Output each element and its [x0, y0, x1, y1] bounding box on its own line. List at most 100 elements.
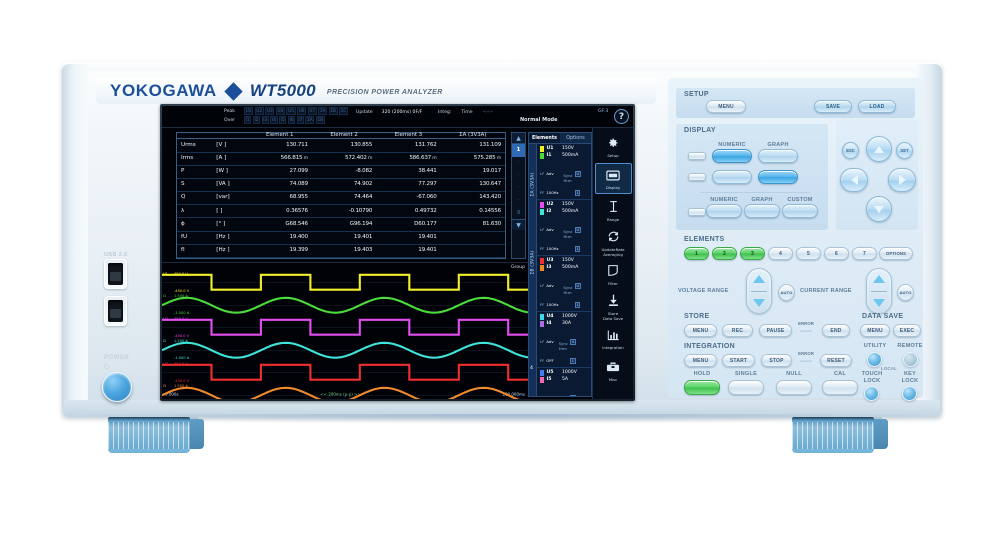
- bottom-button-null[interactable]: [776, 380, 812, 395]
- usb-port-1[interactable]: [104, 259, 127, 289]
- element-button-7[interactable]: 7: [852, 247, 877, 260]
- store-menu-button[interactable]: MENU: [684, 324, 717, 337]
- utility-button[interactable]: [867, 352, 882, 367]
- help-icon[interactable]: ?: [614, 109, 629, 124]
- current-up-icon[interactable]: [873, 275, 885, 283]
- channel-row-U2[interactable]: U2 150V: [537, 201, 591, 208]
- element-group-1[interactable]: U1 150V I1 500mA LF FF Adv 100Hz Sync Hrm U 1: [537, 144, 591, 200]
- page-item-0[interactable]: 1: [512, 144, 525, 157]
- table-row[interactable]: S [VA ] 74.089 74.902 77.297 130.647: [177, 178, 505, 193]
- screen-icon-toolbar[interactable]: Setup Display Range UpdateRate Averaging Filt…: [592, 128, 633, 399]
- table-row[interactable]: ϕ [° ] G68.546 G96.194 D60.177 81.630: [177, 217, 505, 232]
- waveform-lane-U3[interactable]: [162, 361, 528, 384]
- channel-row-I4[interactable]: I4 30A: [537, 320, 591, 327]
- elements-options-button[interactable]: OPTIONS: [879, 247, 913, 260]
- toolbar-item-filter[interactable]: Filter: [595, 259, 632, 290]
- display-graph-button-2[interactable]: [758, 170, 798, 184]
- data-save-menu-button[interactable]: MENU: [860, 324, 890, 337]
- page-item-1[interactable]: ·: [517, 159, 520, 167]
- bottom-button-cal[interactable]: [822, 380, 858, 395]
- channel-row-U4[interactable]: U4 1000V: [537, 313, 591, 320]
- store-pause-button[interactable]: PAUSE: [759, 324, 792, 337]
- nav-right-button[interactable]: [888, 168, 916, 192]
- element-group-5[interactable]: U5 1000V I5 5A LFFFAdvOFFSyncHrm51: [537, 368, 591, 396]
- display-numeric-button-1[interactable]: [712, 149, 752, 163]
- channel-row-I3[interactable]: I3 500mA: [537, 264, 591, 271]
- measurement-table[interactable]: Element 1 Element 2 Element 3 ΣA (3V3A) Urm…: [176, 132, 506, 259]
- page-down-icon[interactable]: ▼: [512, 219, 525, 230]
- voltage-range-stepper[interactable]: [746, 268, 772, 314]
- display-row1-indicator[interactable]: [688, 152, 706, 160]
- channel-row-I5[interactable]: I5 5A: [537, 376, 591, 383]
- element-button-1[interactable]: 1: [684, 247, 709, 260]
- table-row[interactable]: fU [Hz ] 19.400 19.401 19.401: [177, 231, 505, 245]
- element-button-6[interactable]: 6: [824, 247, 849, 260]
- channel-row-I2[interactable]: I2 500mA: [537, 208, 591, 215]
- esc-button[interactable]: ESC: [842, 142, 859, 159]
- side-panel-tab-options[interactable]: Options: [560, 133, 591, 143]
- integration-reset-button[interactable]: RESET: [820, 354, 852, 367]
- display-custom-button-3[interactable]: [782, 204, 818, 218]
- page-item-5[interactable]: 9: [516, 209, 521, 216]
- usb-port-2[interactable]: [104, 296, 127, 326]
- display-row3-indicator[interactable]: [688, 208, 706, 216]
- nav-down-button[interactable]: [866, 196, 892, 222]
- element-button-5[interactable]: 5: [796, 247, 821, 260]
- table-row[interactable]: Irms [A ] 566.815 m 572.402 m 586.637 m 575.2…: [177, 152, 505, 166]
- element-button-3[interactable]: 3: [740, 247, 765, 260]
- element-group-3[interactable]: U3 150V I3 500mA LF FF Adv 100Hz Sync Hrm U 1: [537, 256, 591, 312]
- current-auto-button[interactable]: AUTO: [897, 284, 914, 301]
- bottom-button-single[interactable]: [728, 380, 764, 395]
- channel-row-U1[interactable]: U1 150V: [537, 145, 591, 152]
- element-button-4[interactable]: 4: [768, 247, 793, 260]
- display-graph-button-1[interactable]: [758, 149, 798, 163]
- element-group-4[interactable]: U4 1000V I4 30A LF FF Adv OFF Sync Hrm 4 1 4: [530, 312, 591, 371]
- setup-save-button[interactable]: SAVE: [814, 100, 852, 113]
- waveform-lane-I1[interactable]: [162, 294, 528, 317]
- display-graph-button-3[interactable]: [744, 204, 780, 218]
- page-item-2[interactable]: ·: [517, 171, 520, 179]
- waveform-lane-I3[interactable]: [162, 384, 528, 399]
- setup-menu-button[interactable]: MENU: [706, 100, 746, 113]
- display-numeric-button-3[interactable]: [706, 204, 742, 218]
- display-screen[interactable]: Peak U1 U2 U3 U4 U5 U6 U7 ΣA ΣB ΣC Over I1 I2 I3 I4 I…: [162, 106, 633, 399]
- toolbar-item-store[interactable]: Store Data Save: [595, 291, 632, 322]
- display-numeric-button-2[interactable]: [712, 170, 752, 184]
- integration-start-button[interactable]: START: [722, 354, 755, 367]
- nav-left-button[interactable]: [840, 168, 868, 192]
- side-panel-tab-elements[interactable]: Elements: [529, 133, 560, 143]
- page-selector[interactable]: ▲ 1 · · · · 9 ▼: [511, 132, 526, 259]
- bottom-button-hold[interactable]: [684, 380, 720, 395]
- toolbar-item-display[interactable]: Display: [594, 163, 632, 194]
- remote-button[interactable]: [903, 352, 918, 367]
- store-rec-button[interactable]: REC: [722, 324, 753, 337]
- table-row[interactable]: λ[ ] 0.36576 -0.10790 0.49732 0.14556: [177, 204, 505, 219]
- integration-stop-button[interactable]: STOP: [761, 354, 792, 367]
- table-row[interactable]: P [W ] 27.099 -8.082 38.441 19.017: [177, 165, 505, 179]
- channel-row-I1[interactable]: I1 500mA: [537, 152, 591, 159]
- voltage-up-icon[interactable]: [753, 275, 765, 283]
- waveform-lane-I2[interactable]: [162, 339, 528, 362]
- voltage-down-icon[interactable]: [753, 299, 765, 307]
- channel-row-U3[interactable]: U3 150V: [537, 257, 591, 264]
- waveform-lane-U1[interactable]: [162, 271, 528, 294]
- current-down-icon[interactable]: [873, 299, 885, 307]
- waveform-lane-U2[interactable]: [162, 316, 528, 339]
- toolbar-item-updaterate[interactable]: UpdateRate Averaging: [595, 227, 632, 258]
- touch-lock-button[interactable]: [864, 386, 879, 401]
- set-button[interactable]: SET: [896, 142, 913, 159]
- element-group-2[interactable]: U2 150V I2 500mA LF FF Adv 100Hz Sync Hrm U 1: [537, 200, 591, 256]
- waveform-area[interactable]: Group 0.000s << 200ms (p-p) >> 200.000ms…: [162, 262, 528, 399]
- toolbar-item-range[interactable]: Range: [595, 195, 632, 226]
- voltage-auto-button[interactable]: AUTO: [778, 284, 795, 301]
- table-row[interactable]: fI [Hz ] 19.399 19.403 19.401: [177, 244, 505, 259]
- display-row2-indicator[interactable]: [688, 173, 706, 181]
- toolbar-item-setup[interactable]: Setup: [595, 131, 632, 162]
- nav-up-button[interactable]: [866, 136, 892, 162]
- integration-menu-button[interactable]: MENU: [684, 354, 717, 367]
- toolbar-item-misc[interactable]: Misc: [595, 355, 632, 386]
- page-up-icon[interactable]: ▲: [512, 133, 525, 144]
- setup-load-button[interactable]: LOAD: [858, 100, 896, 113]
- table-row[interactable]: Q [var] 68.955 74.464 -67.060 143.420: [177, 191, 505, 206]
- data-save-exec-button[interactable]: EXEC: [893, 324, 921, 337]
